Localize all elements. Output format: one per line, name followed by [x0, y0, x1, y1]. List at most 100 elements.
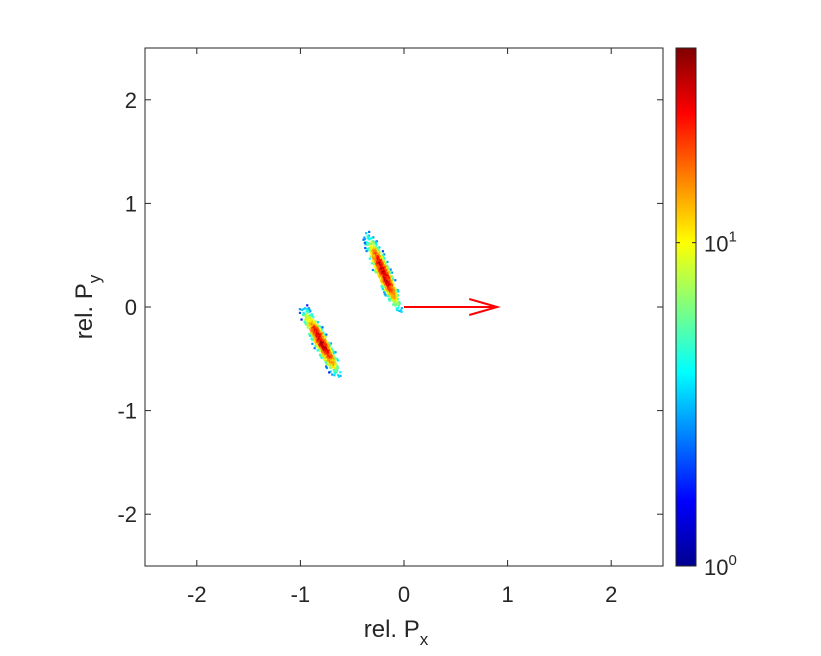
heat-cell	[381, 273, 384, 277]
heat-cell	[388, 299, 391, 302]
heat-cell	[333, 363, 336, 366]
heat-cell	[394, 288, 397, 291]
heat-cell	[310, 315, 313, 318]
heat-cell	[379, 278, 382, 281]
heat-cell	[330, 362, 334, 365]
heat-cell	[380, 281, 383, 284]
heat-cell	[391, 294, 394, 297]
heat-cell	[394, 304, 397, 307]
heat-cell	[376, 255, 380, 259]
heat-cell	[389, 281, 392, 284]
heat-cell	[376, 266, 379, 270]
heat-cell	[381, 275, 384, 278]
heat-cell	[399, 309, 403, 312]
heat-cell	[330, 354, 333, 358]
heat-cell	[393, 290, 396, 293]
heat-cell	[389, 277, 393, 280]
heat-cell	[397, 306, 400, 309]
arrow-head	[468, 298, 501, 316]
heat-cell	[384, 277, 387, 281]
heat-cell	[375, 243, 378, 247]
heat-cell	[371, 254, 374, 257]
heat-cell	[375, 263, 378, 267]
cluster-upper	[362, 230, 403, 313]
heat-cell	[326, 342, 329, 345]
heat-cell	[336, 368, 339, 372]
heat-cell	[376, 270, 379, 273]
heat-cell	[388, 270, 391, 273]
heat-cell	[366, 244, 369, 247]
heat-cell	[329, 355, 332, 358]
heat-cell	[395, 302, 398, 305]
heat-cell	[392, 296, 395, 299]
heat-cell	[325, 366, 329, 370]
y-tick-label: 2	[125, 88, 137, 113]
heat-cell	[383, 288, 387, 292]
heat-cell	[390, 287, 393, 291]
heat-cell	[328, 371, 331, 374]
heat-cell	[362, 238, 365, 241]
heat-cell	[379, 269, 382, 272]
heat-cell	[388, 295, 391, 299]
heat-cell	[385, 266, 388, 269]
heat-cell	[335, 367, 338, 370]
heat-cell	[372, 257, 375, 261]
heat-cell	[298, 311, 302, 315]
heat-cell	[315, 336, 318, 339]
heat-cell	[317, 329, 320, 333]
heat-cell	[331, 348, 334, 352]
heat-cell	[305, 310, 308, 313]
heat-cell	[308, 316, 311, 319]
heat-cell	[381, 261, 384, 264]
heat-cell	[316, 334, 319, 337]
heat-cell	[380, 277, 384, 280]
heat-cell	[384, 268, 387, 272]
heat-cell	[382, 259, 385, 262]
heat-cell	[329, 352, 332, 355]
heat-cell	[331, 363, 334, 367]
heat-cell	[388, 286, 391, 290]
heat-cell	[337, 375, 341, 378]
heat-cell	[318, 348, 321, 351]
heat-cell	[306, 315, 309, 318]
heat-cell	[387, 298, 391, 301]
heat-cell	[372, 236, 375, 239]
heat-cell	[316, 341, 319, 345]
heat-cell	[372, 254, 375, 257]
heat-cell	[374, 271, 377, 274]
heat-cell	[322, 349, 325, 353]
heat-cell	[313, 326, 317, 329]
colorbar-ticks: 100 101	[676, 229, 737, 580]
heat-cell	[378, 276, 381, 279]
heat-cell	[382, 260, 385, 263]
heat-cell	[378, 271, 381, 274]
heat-cell	[367, 247, 371, 250]
heat-cell	[386, 277, 389, 280]
heat-cell	[386, 260, 389, 264]
x-tick-label: 2	[605, 582, 617, 607]
heat-cell	[310, 326, 313, 329]
heat-cell	[334, 362, 337, 365]
heat-cell	[373, 259, 376, 262]
heat-cell	[386, 282, 389, 285]
heat-cell	[387, 283, 390, 287]
heat-cell	[400, 307, 403, 310]
heat-cell	[324, 352, 327, 356]
heat-cell	[368, 243, 371, 246]
heat-cell	[316, 349, 319, 352]
heat-cell	[368, 257, 371, 260]
heat-cell	[393, 293, 396, 297]
heat-cell	[306, 319, 309, 322]
heat-cell	[365, 232, 368, 235]
heat-cell	[385, 280, 389, 284]
heat-cell	[333, 360, 337, 364]
heat-cell	[398, 300, 401, 304]
colorbar-tick-label: 100	[704, 552, 737, 580]
heat-cell	[320, 334, 323, 337]
heat-cell	[310, 337, 313, 340]
heat-cell	[314, 324, 317, 327]
heat-cell	[392, 288, 396, 291]
heat-cell	[329, 348, 332, 351]
heat-cell	[308, 327, 311, 330]
heat-cell	[320, 343, 324, 346]
